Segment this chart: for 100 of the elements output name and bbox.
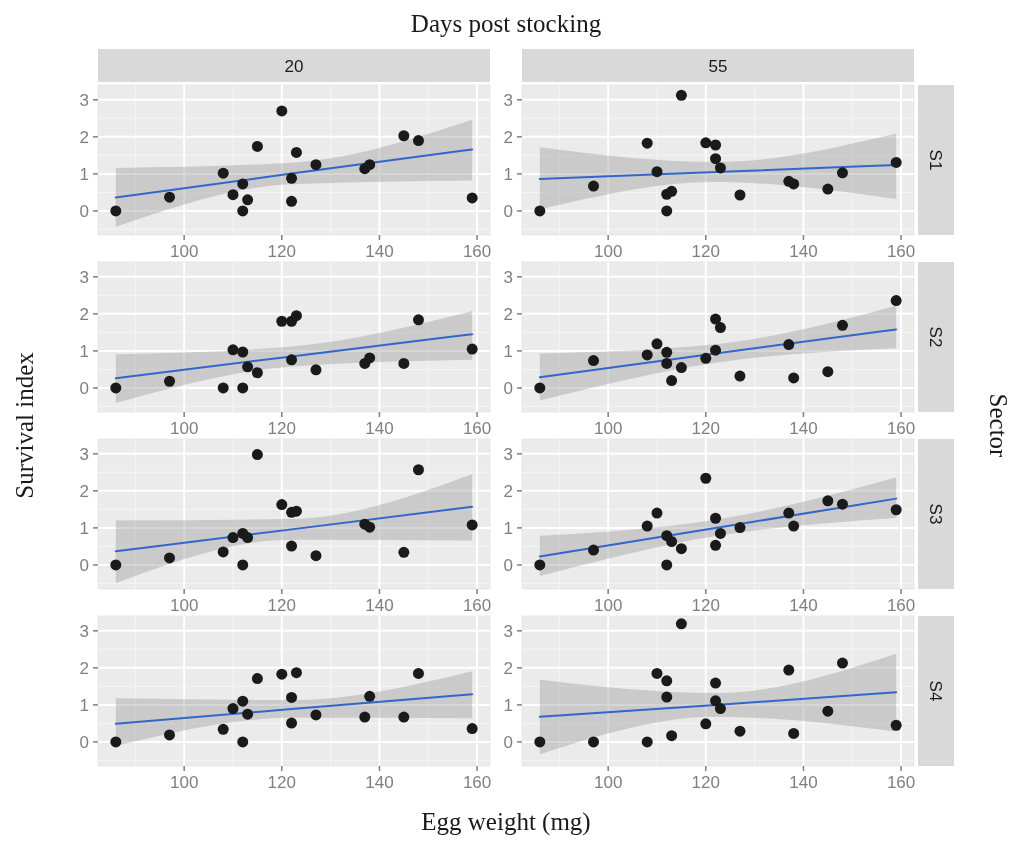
point [364, 352, 376, 364]
point [164, 375, 176, 387]
x-tick-label: 120 [691, 773, 720, 792]
point [412, 135, 424, 147]
point [164, 191, 176, 203]
point [276, 315, 288, 327]
point [641, 137, 653, 149]
x-tick-label: 160 [886, 773, 916, 792]
point [310, 364, 322, 376]
point [822, 495, 834, 507]
point [675, 543, 687, 555]
point [714, 527, 726, 539]
y-tick-label: 0 [503, 555, 513, 575]
x-tick-label: 140 [789, 242, 818, 261]
x-tick-label: 160 [462, 419, 492, 438]
point [364, 159, 376, 171]
point [217, 546, 229, 558]
x-tick-label: 100 [593, 596, 623, 615]
point [651, 507, 663, 519]
point [310, 159, 322, 171]
y-tick-label: 1 [79, 164, 89, 184]
point [666, 375, 678, 387]
point [661, 559, 673, 571]
point [466, 192, 478, 204]
point [227, 703, 239, 715]
point [242, 708, 254, 720]
point [251, 673, 263, 685]
x-tick-label: 120 [691, 419, 720, 438]
y-tick-label: 3 [79, 444, 89, 464]
x-tick-label: 120 [267, 773, 296, 792]
point [286, 691, 298, 703]
point [466, 343, 478, 355]
x-tick-label: 100 [593, 419, 623, 438]
x-tick-label: 120 [267, 242, 296, 261]
point [110, 382, 122, 394]
point [237, 382, 249, 394]
point [661, 205, 673, 217]
y-tick-label: 3 [503, 444, 513, 464]
y-tick-label: 1 [503, 695, 513, 715]
x-tick-label: 160 [886, 596, 916, 615]
point [110, 736, 122, 748]
point [217, 167, 229, 179]
point [398, 546, 410, 558]
x-tick-label: 100 [169, 242, 199, 261]
point [788, 520, 800, 532]
y-tick-label: 2 [79, 481, 89, 501]
x-tick-label: 100 [169, 419, 199, 438]
point [237, 346, 249, 358]
chart-title: 20 [284, 56, 304, 76]
point [290, 667, 302, 679]
point [783, 339, 795, 351]
point [588, 180, 600, 192]
point [788, 372, 800, 384]
y-tick-label: 3 [503, 621, 513, 641]
point [710, 539, 722, 551]
point [710, 153, 722, 165]
point [710, 512, 722, 524]
y-tick-label: 1 [79, 518, 89, 538]
point [661, 691, 673, 703]
x-tick-label: 120 [267, 419, 296, 438]
y-tick-label: 3 [79, 267, 89, 287]
point [734, 522, 746, 534]
y-tick-label: 0 [79, 555, 89, 575]
x-tick-label: 140 [365, 419, 394, 438]
point [466, 723, 478, 735]
x-tick-label: 120 [691, 242, 720, 261]
point [822, 705, 834, 717]
point [734, 189, 746, 201]
point [242, 361, 254, 373]
point [290, 146, 302, 158]
point [700, 137, 712, 149]
point [164, 552, 176, 564]
point [734, 725, 746, 737]
point [788, 178, 800, 190]
y-axis-title: Survival index [11, 351, 38, 499]
point [661, 357, 673, 369]
y2-axis-title: S2 [926, 326, 946, 348]
point [534, 736, 546, 748]
point [398, 130, 410, 142]
x-tick-label: 160 [462, 773, 492, 792]
point [675, 89, 687, 101]
point [710, 695, 722, 707]
y-tick-label: 0 [503, 201, 513, 221]
point [641, 736, 653, 748]
point [412, 314, 424, 326]
point [641, 520, 653, 532]
text: Days post stocking [410, 10, 602, 37]
point [588, 736, 600, 748]
point [890, 504, 902, 516]
point [651, 338, 663, 350]
point [286, 540, 298, 552]
y-tick-label: 2 [503, 658, 513, 678]
x-tick-label: 140 [789, 596, 818, 615]
point [286, 172, 298, 184]
point [675, 618, 687, 630]
y2-axis-title: S1 [926, 149, 946, 171]
x-tick-label: 160 [462, 596, 492, 615]
point [227, 344, 239, 356]
point [237, 695, 249, 707]
y-tick-label: 3 [79, 90, 89, 110]
